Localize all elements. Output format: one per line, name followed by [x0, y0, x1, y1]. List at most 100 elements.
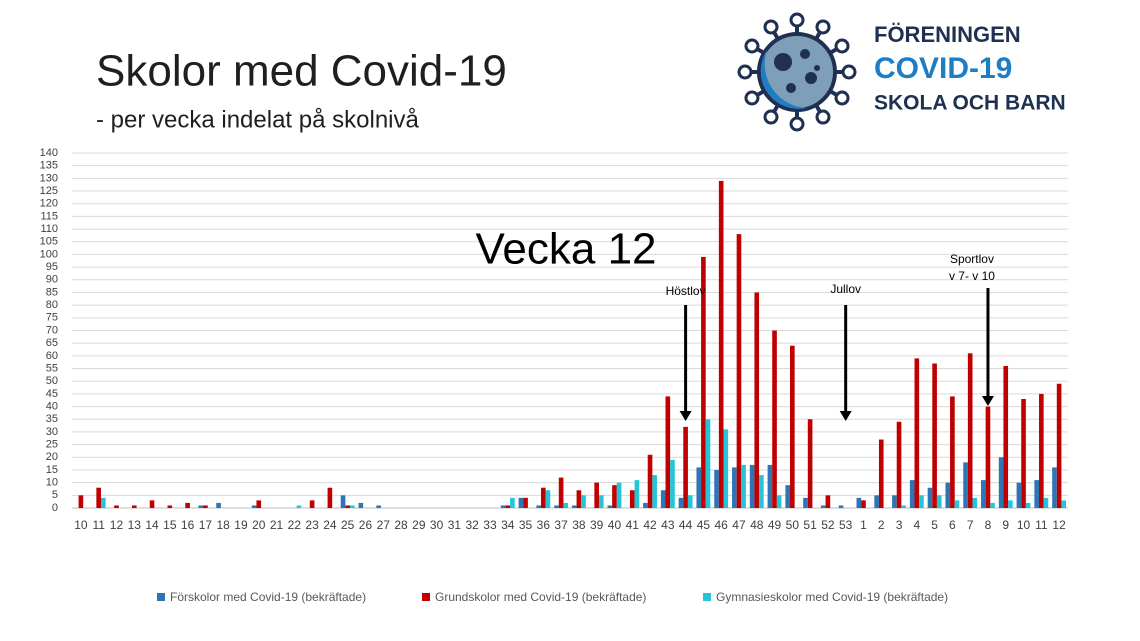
- x-tick-label: 51: [803, 518, 817, 532]
- y-tick-label: 95: [46, 261, 58, 273]
- logo-text: FÖRENINGEN: [874, 22, 1021, 47]
- y-tick-label: 80: [46, 299, 58, 311]
- logo-shade: [760, 50, 807, 109]
- logo-dot: [814, 65, 820, 71]
- bar: [576, 490, 582, 508]
- bar: [754, 292, 760, 508]
- bar: [96, 487, 101, 508]
- x-tick-label: 4: [913, 518, 920, 532]
- bar: [919, 495, 924, 508]
- logo-spike-head: [737, 64, 753, 80]
- y-tick-label: 135: [40, 160, 58, 172]
- x-tick-label: 22: [288, 518, 302, 532]
- bar: [536, 505, 542, 508]
- x-tick-label: 11: [1035, 518, 1048, 532]
- bar: [612, 485, 617, 508]
- x-tick-label: 5: [931, 518, 938, 532]
- bar: [327, 487, 333, 508]
- logo-spike-head: [841, 64, 857, 80]
- bar: [571, 505, 577, 508]
- logo-dot: [800, 49, 810, 59]
- x-tick-label: 16: [181, 518, 195, 532]
- logo-spike-head: [763, 109, 779, 125]
- y-tick-label: 90: [46, 274, 58, 286]
- bar: [807, 419, 813, 508]
- bar: [759, 475, 764, 508]
- bar: [616, 482, 622, 508]
- y-tick-label: 105: [40, 236, 58, 248]
- bar: [541, 487, 546, 508]
- x-tick-label: 10: [1017, 518, 1031, 532]
- bar: [340, 495, 346, 508]
- annotation-arrowhead: [839, 411, 852, 421]
- x-tick-label: 7: [967, 518, 974, 532]
- bar: [838, 505, 844, 508]
- x-tick-label: 30: [430, 518, 444, 532]
- bar: [1016, 482, 1022, 508]
- bar: [776, 495, 782, 508]
- logo-spike-head: [744, 90, 760, 106]
- bar: [545, 490, 551, 508]
- bar: [718, 180, 724, 508]
- x-tick-label: 29: [412, 518, 426, 532]
- bar: [563, 502, 569, 508]
- x-tick-label: 11: [92, 518, 105, 532]
- x-tick-label: 10: [74, 518, 88, 532]
- y-tick-label: 100: [40, 248, 58, 260]
- x-tick-label: 42: [643, 518, 657, 532]
- bar: [967, 353, 973, 508]
- x-tick-label: 47: [732, 518, 746, 532]
- bar: [878, 439, 884, 508]
- bar: [1021, 398, 1026, 508]
- y-tick-label: 75: [46, 312, 58, 324]
- legend-swatch: [703, 593, 711, 601]
- y-tick-label: 115: [40, 210, 58, 222]
- annotation-arrowhead: [679, 411, 692, 421]
- bar: [1039, 393, 1044, 508]
- legend-label: Förskolor med Covid-19 (bekräftade): [170, 590, 366, 604]
- y-tick-label: 35: [46, 413, 58, 425]
- bar: [1003, 366, 1009, 508]
- x-tick-label: 45: [697, 518, 711, 532]
- bar: [972, 497, 978, 508]
- x-tick-label: 48: [750, 518, 764, 532]
- bar: [198, 505, 204, 508]
- bar: [167, 505, 173, 508]
- x-tick-label: 36: [537, 518, 551, 532]
- x-tick-label: 12: [110, 518, 124, 532]
- logo-spike-head: [763, 19, 779, 35]
- legend-label: Gymnasieskolor med Covid-19 (bekräftade): [716, 590, 948, 604]
- annotation: Vecka 12: [475, 225, 656, 274]
- bar: [1052, 467, 1057, 508]
- x-tick-label: 2: [878, 518, 885, 532]
- x-tick-label: 53: [839, 518, 853, 532]
- bar: [1034, 480, 1040, 508]
- y-tick-label: 40: [46, 400, 58, 412]
- bar: [825, 495, 831, 508]
- x-tick-label: 52: [821, 518, 835, 532]
- bar: [741, 464, 746, 508]
- y-tick-label: 110: [40, 223, 58, 235]
- bar: [251, 505, 257, 508]
- y-tick-label: 125: [40, 185, 58, 197]
- legend-label: Grundskolor med Covid-19 (bekräftade): [435, 590, 646, 604]
- x-tick-label: 21: [270, 518, 284, 532]
- bar: [100, 497, 106, 508]
- x-tick-label: 44: [679, 518, 693, 532]
- bar: [723, 429, 729, 508]
- bar: [874, 495, 879, 508]
- y-tick-label: 45: [46, 388, 58, 400]
- y-tick-label: 55: [46, 362, 58, 374]
- logo-spike-head: [815, 109, 831, 125]
- bar: [732, 467, 737, 508]
- logo-icon: [737, 12, 857, 132]
- bar: [705, 419, 711, 508]
- bar: [500, 505, 506, 508]
- y-tick-label: 30: [46, 426, 58, 438]
- y-tick-label: 65: [46, 337, 58, 349]
- x-tick-label: 28: [394, 518, 408, 532]
- x-tick-label: 35: [519, 518, 533, 532]
- bar: [670, 459, 675, 508]
- logo-dot: [786, 83, 796, 93]
